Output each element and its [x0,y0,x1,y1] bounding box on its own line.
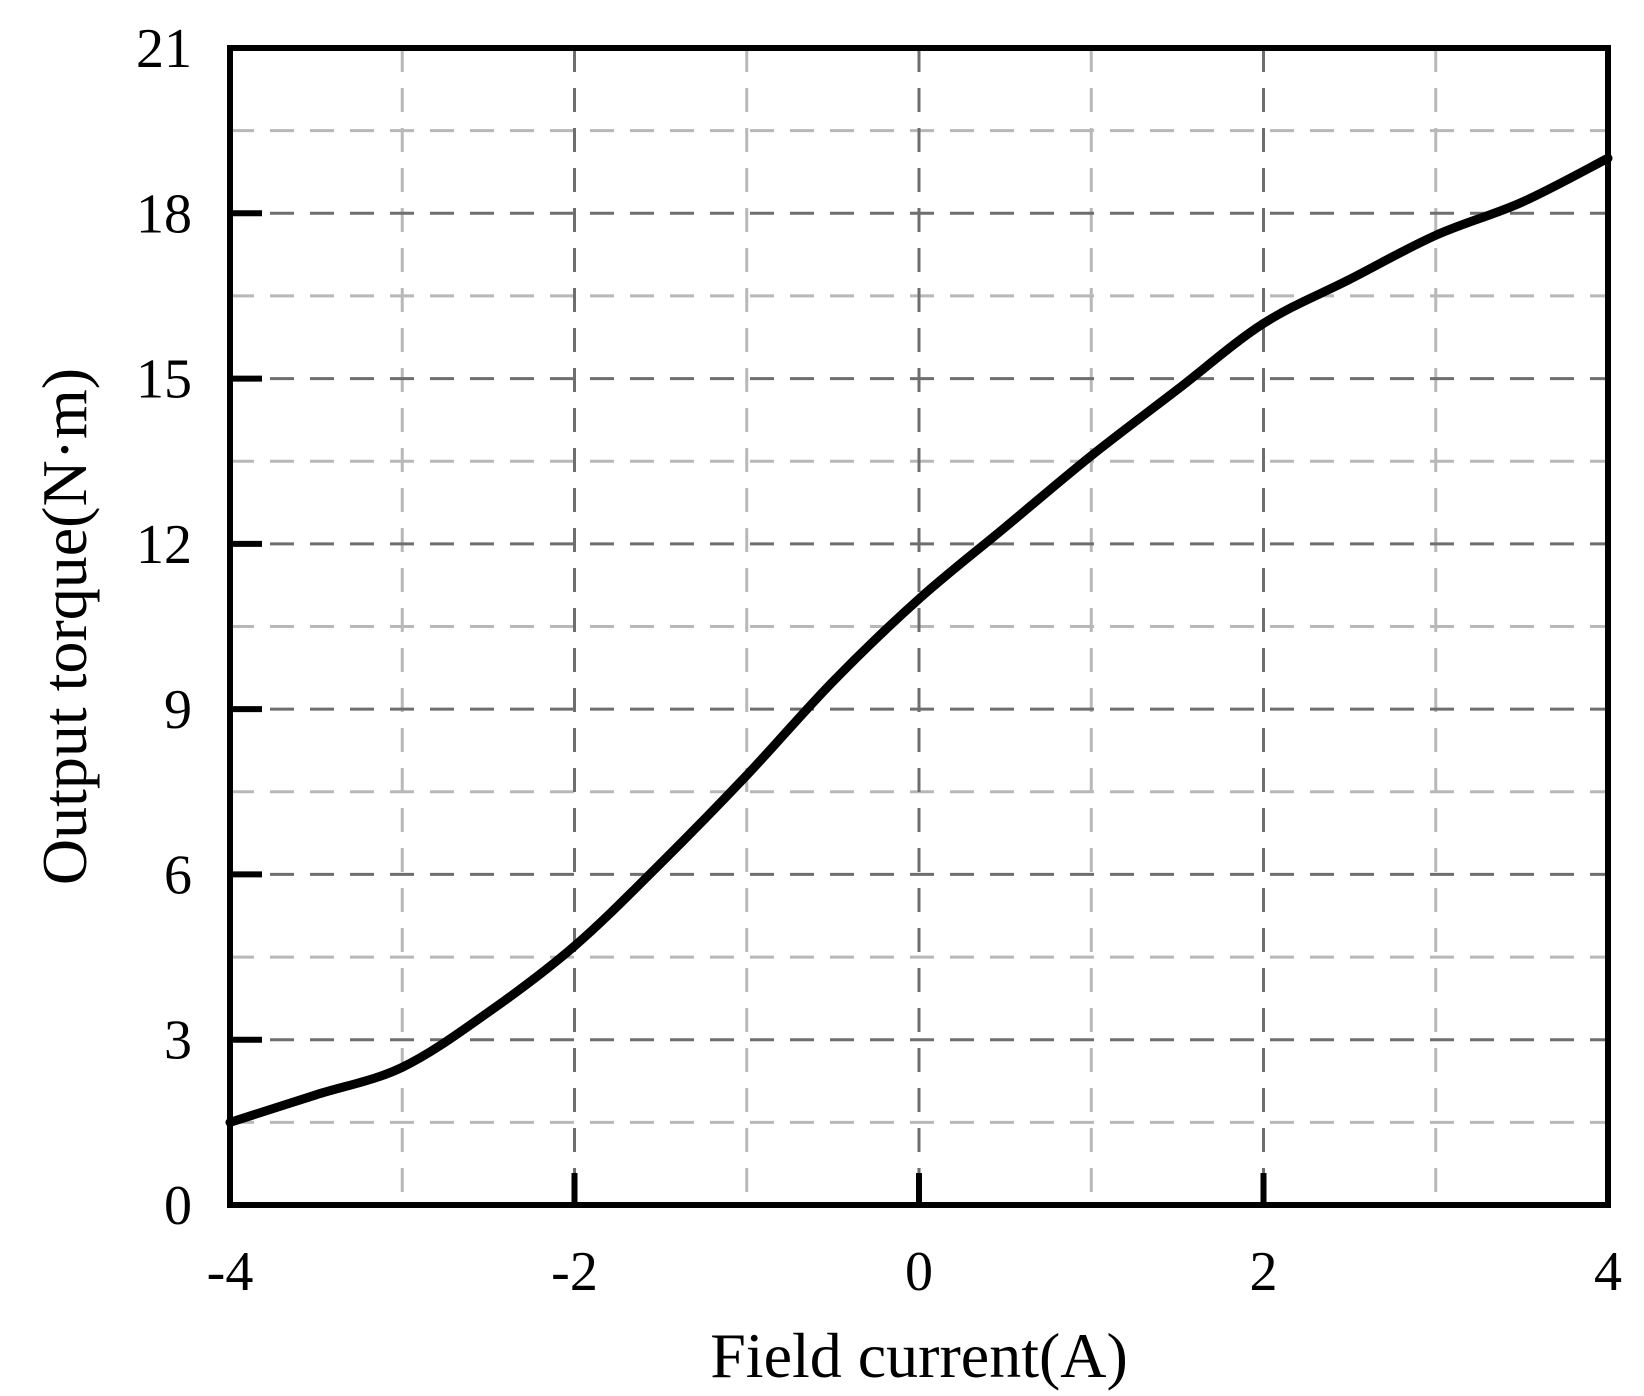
x-tick-label: 2 [1250,1241,1278,1303]
x-tick-label: 0 [905,1241,933,1303]
y-tick-label: 12 [136,514,192,576]
y-tick-label: 18 [136,183,192,245]
y-tick-label: 15 [136,349,192,411]
y-tick-label: 0 [164,1175,192,1237]
y-tick-label: 6 [164,844,192,906]
y-tick-label: 9 [164,679,192,741]
series-line [225,153,1613,1127]
x-tick-labels: -4 -2 0 2 4 [207,1241,1622,1303]
tick-marks [227,45,1611,1208]
y-tick-label: 21 [136,18,192,80]
x-axis-label: Field current(A) [710,1320,1128,1391]
major-gridlines [230,48,1608,1205]
x-tick-label: -4 [207,1241,254,1303]
series-layer [225,153,1613,1127]
x-tick-label: -2 [551,1241,598,1303]
y-axis-label: Output torque(N·m) [29,368,100,885]
y-tick-labels: 0 3 6 9 12 15 18 21 [136,18,192,1237]
y-tick-label: 3 [164,1010,192,1072]
x-tick-label: 4 [1594,1241,1622,1303]
